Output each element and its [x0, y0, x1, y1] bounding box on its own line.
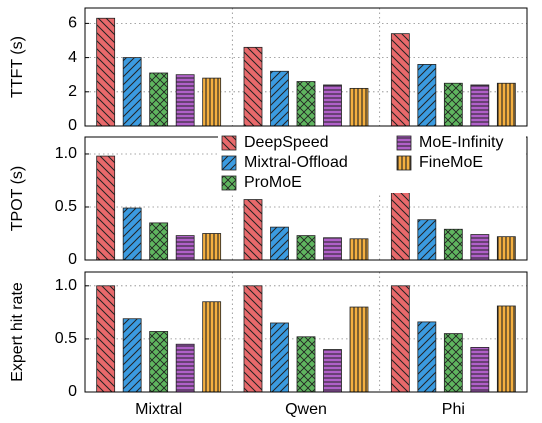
bar	[202, 77, 222, 127]
bar	[96, 17, 116, 127]
y-axis-label: Expert hit rate	[9, 282, 26, 382]
bar	[122, 57, 142, 127]
legend-label: ProMoE	[244, 174, 302, 191]
bar	[243, 199, 263, 261]
legend-label: DeepSpeed	[244, 134, 329, 151]
bar	[443, 333, 463, 393]
y-tick-label: 1.0	[55, 277, 77, 294]
bar	[149, 72, 169, 127]
legend-swatch	[221, 135, 237, 151]
bar	[443, 228, 463, 261]
bar	[390, 285, 410, 393]
bar	[496, 236, 516, 261]
bar	[149, 222, 169, 261]
legend-background	[218, 131, 526, 193]
bar	[470, 234, 490, 261]
bar	[323, 84, 342, 127]
bar	[470, 84, 490, 127]
legend-swatch	[396, 135, 412, 151]
bar	[270, 70, 289, 127]
y-tick-label: 0.5	[55, 198, 77, 215]
bar	[270, 226, 289, 261]
bar	[417, 321, 437, 393]
legend-label: MoE-Infinity	[419, 134, 503, 151]
bar	[202, 233, 222, 261]
legend-swatch	[396, 155, 412, 171]
bar	[349, 238, 369, 261]
bar	[270, 322, 289, 393]
bar	[496, 82, 516, 127]
y-tick-label: 0	[68, 117, 77, 134]
bar	[202, 301, 222, 393]
x-tick-label: Qwen	[285, 401, 327, 418]
bar	[296, 235, 316, 261]
bar	[417, 64, 437, 127]
bar	[496, 305, 516, 393]
bar	[149, 331, 169, 393]
y-axis-label: TPOT (s)	[9, 166, 26, 231]
bar	[470, 346, 490, 393]
bar	[243, 285, 263, 393]
legend-swatch	[221, 155, 237, 171]
bar	[122, 318, 142, 393]
legend-label: Mixtral-Offload	[244, 154, 348, 171]
plot-frame	[84, 271, 528, 393]
y-tick-label: 2	[68, 83, 77, 100]
y-tick-label: 0	[68, 383, 77, 400]
bar	[390, 33, 410, 127]
bar	[296, 81, 316, 127]
y-tick-label: 4	[68, 49, 77, 66]
y-tick-label: 0	[68, 251, 77, 268]
y-tick-label: 6	[68, 15, 77, 32]
y-axis-label: TTFT (s)	[9, 36, 26, 98]
bar	[323, 237, 342, 261]
bar	[175, 343, 195, 393]
y-tick-label: 0.5	[55, 330, 77, 347]
bar	[296, 336, 316, 393]
bar	[417, 219, 437, 261]
bar	[390, 183, 410, 261]
y-tick-label: 1.0	[55, 145, 77, 162]
bar	[175, 74, 195, 127]
legend-swatch	[221, 175, 237, 191]
bar	[443, 82, 463, 127]
bar	[323, 349, 342, 393]
x-tick-label: Phi	[442, 401, 465, 418]
x-tick-label: Mixtral	[135, 401, 182, 418]
bar	[349, 87, 369, 127]
bar	[175, 235, 195, 261]
bar	[349, 306, 369, 393]
plot-frame	[84, 7, 528, 127]
bar	[96, 285, 116, 393]
bar	[243, 46, 263, 127]
bar	[122, 207, 142, 261]
bar	[96, 155, 116, 261]
legend-label: FineMoE	[419, 154, 483, 171]
